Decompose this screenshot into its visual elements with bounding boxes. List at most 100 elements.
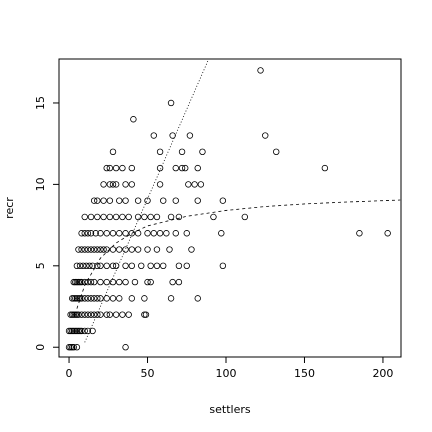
point (144, 197, 151, 204)
point (97, 230, 104, 237)
point (87, 311, 95, 318)
point (103, 230, 110, 237)
point (103, 262, 110, 270)
point (90, 295, 98, 302)
y-tick-label: 15 (34, 96, 47, 110)
point (116, 230, 123, 237)
fit-line (84, 59, 210, 343)
point (183, 230, 190, 237)
point (75, 278, 82, 286)
point (97, 278, 104, 286)
point (178, 148, 186, 156)
point (219, 197, 227, 204)
point (84, 327, 92, 335)
point (87, 246, 95, 253)
point (73, 327, 81, 335)
point (78, 327, 85, 335)
point (79, 262, 87, 270)
point (65, 327, 73, 335)
point (84, 311, 92, 318)
point (134, 246, 142, 253)
point (122, 262, 129, 270)
point (75, 311, 82, 318)
point (67, 344, 74, 351)
point (356, 230, 363, 237)
point (68, 327, 76, 335)
point (156, 148, 164, 156)
point (84, 246, 92, 253)
point (87, 213, 95, 221)
point (87, 230, 95, 237)
point (191, 181, 198, 188)
point (100, 246, 107, 253)
point (81, 246, 88, 253)
point (84, 230, 92, 237)
point (81, 230, 88, 237)
point (76, 327, 84, 335)
point (94, 246, 101, 253)
point (178, 164, 186, 172)
point (97, 295, 104, 302)
point (116, 246, 123, 253)
point (109, 295, 117, 302)
point (116, 278, 123, 286)
point (185, 181, 192, 188)
point (72, 278, 79, 286)
point (125, 213, 132, 221)
point (78, 278, 85, 286)
point (321, 164, 329, 172)
x-axis-label: settlers (209, 403, 250, 416)
point (97, 246, 104, 253)
point (106, 213, 114, 221)
point (142, 311, 150, 318)
point (103, 164, 110, 172)
point (119, 213, 126, 221)
point (90, 197, 98, 204)
point (172, 164, 179, 172)
point (188, 246, 195, 253)
point (106, 197, 114, 204)
point (134, 213, 142, 221)
point (70, 278, 77, 286)
point (122, 278, 129, 286)
plot-frame (58, 58, 402, 358)
point (70, 327, 77, 335)
point (100, 213, 107, 221)
point (109, 181, 117, 188)
point (172, 230, 179, 237)
point (65, 344, 73, 351)
point (116, 295, 123, 302)
point (172, 197, 179, 204)
point (156, 181, 164, 188)
point (67, 311, 74, 318)
point (72, 295, 79, 302)
point (70, 295, 77, 302)
point (87, 278, 95, 286)
point (128, 246, 136, 253)
point (73, 344, 81, 351)
point (122, 344, 129, 351)
point (68, 295, 76, 302)
point (144, 230, 151, 237)
point (109, 246, 117, 253)
point (112, 181, 120, 188)
point (175, 213, 183, 221)
point (81, 311, 88, 318)
point (219, 262, 227, 270)
point (73, 295, 81, 302)
point (144, 246, 151, 253)
point (68, 344, 76, 351)
point (76, 262, 84, 270)
point (112, 262, 120, 270)
point (90, 246, 98, 253)
x-tick-label: 0 (66, 367, 73, 380)
point (106, 164, 114, 172)
point (156, 164, 164, 172)
point (181, 164, 189, 172)
point (156, 230, 164, 237)
point (103, 278, 110, 286)
point (103, 295, 110, 302)
point (141, 213, 148, 221)
point (83, 262, 90, 270)
